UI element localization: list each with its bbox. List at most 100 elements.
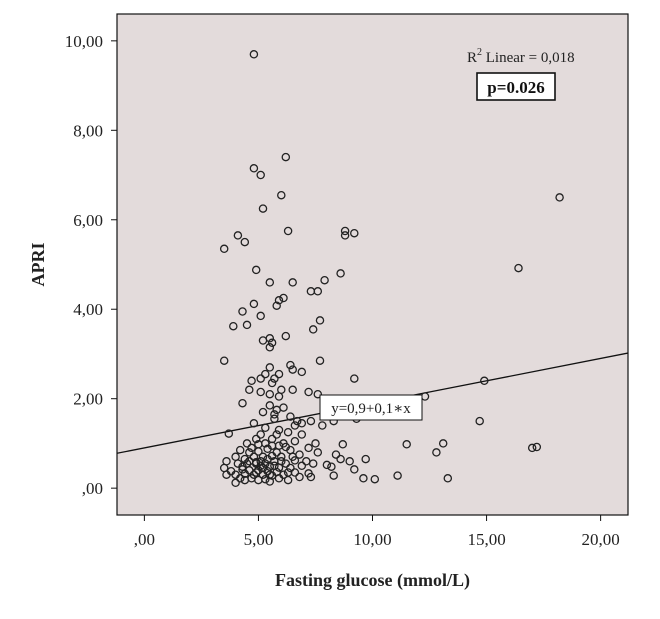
data-point	[263, 454, 272, 464]
data-point	[274, 425, 284, 435]
data-point	[270, 374, 279, 383]
data-point	[258, 463, 268, 473]
data-point	[233, 231, 243, 240]
data-point	[272, 405, 281, 415]
data-point	[361, 454, 370, 464]
data-point	[238, 398, 247, 408]
data-point	[274, 296, 284, 305]
data-point	[265, 389, 275, 399]
data-point	[274, 369, 284, 379]
data-point	[254, 447, 263, 456]
data-point	[438, 439, 448, 448]
y-tick-label: 10,00	[65, 32, 103, 51]
data-point	[256, 461, 265, 471]
data-point	[258, 407, 268, 417]
x-tick-label: 5,00	[244, 530, 274, 549]
data-point	[304, 387, 313, 397]
data-point	[480, 376, 489, 386]
data-point	[288, 452, 297, 462]
data-point	[475, 416, 484, 426]
data-point	[350, 228, 359, 238]
y-axis-title: APRI	[28, 243, 48, 287]
x-tick-label: 20,00	[582, 530, 620, 549]
data-point	[345, 457, 354, 466]
data-point	[256, 170, 265, 180]
data-point	[290, 421, 300, 430]
x-tick-label: ,00	[134, 530, 155, 549]
data-point	[245, 385, 254, 395]
data-point	[229, 321, 238, 331]
data-point	[267, 378, 277, 388]
data-point	[336, 269, 345, 278]
data-point	[288, 278, 297, 287]
y-tick-label: 4,00	[73, 300, 103, 319]
data-point	[270, 414, 279, 424]
data-point	[432, 448, 441, 457]
data-point	[350, 374, 359, 383]
r2-annotation: R2 Linear = 0,018	[467, 47, 575, 66]
data-point	[272, 301, 281, 310]
data-point	[283, 226, 293, 236]
y-tick-label: 8,00	[73, 121, 103, 140]
data-point	[327, 462, 336, 471]
y-tick-label: ,00	[82, 479, 103, 498]
data-point	[286, 463, 295, 473]
data-point	[256, 387, 265, 397]
data-point	[288, 365, 297, 374]
x-axis-title: Fasting glucose (mmol/L)	[275, 570, 470, 591]
data-point	[242, 320, 252, 330]
data-point	[308, 459, 318, 468]
data-point	[265, 363, 275, 372]
data-point	[277, 452, 286, 462]
data-point	[288, 385, 297, 395]
y-tick-label: 6,00	[73, 211, 103, 230]
data-point	[283, 427, 293, 437]
data-point	[265, 401, 275, 410]
data-point	[256, 311, 265, 321]
data-point	[240, 454, 250, 464]
data-point	[281, 152, 291, 162]
data-point	[283, 468, 293, 477]
data-point	[270, 410, 279, 419]
data-point	[235, 445, 245, 455]
data-point	[235, 474, 245, 483]
p-value-box	[476, 72, 556, 101]
data-point	[286, 360, 295, 370]
data-point	[251, 434, 261, 444]
data-point	[281, 331, 291, 341]
p-value-label: p=0.026	[487, 78, 544, 97]
data-point	[261, 369, 270, 379]
data-point	[304, 443, 313, 453]
data-point	[306, 416, 316, 426]
data-point	[267, 338, 277, 348]
data-point	[279, 293, 288, 303]
data-point	[295, 472, 304, 482]
data-point	[313, 448, 323, 457]
fit-line-label: y=0,9+0,1∗x	[331, 401, 411, 417]
data-point	[315, 316, 325, 325]
data-point	[274, 392, 284, 401]
data-point	[277, 190, 286, 200]
data-point	[256, 374, 265, 383]
data-point	[249, 419, 259, 428]
data-point	[251, 468, 261, 477]
data-point	[219, 356, 229, 365]
data-point	[231, 478, 240, 488]
data-points	[219, 50, 564, 488]
data-point	[219, 244, 229, 254]
data-point	[222, 470, 231, 479]
plot-layer: ,00 5,00 10,00 15,00 20,00 ,00 2,00 4,00 6,00 8,0…	[28, 13, 629, 591]
data-point	[318, 421, 327, 430]
r2-value: Linear = 0,018	[482, 50, 575, 66]
data-point	[292, 416, 302, 426]
data-point	[350, 465, 359, 474]
data-point	[256, 430, 265, 439]
r2-label: R	[467, 50, 477, 66]
data-point	[265, 470, 275, 479]
data-point	[297, 430, 307, 439]
data-point	[297, 367, 307, 377]
data-point	[251, 265, 261, 275]
data-point	[265, 343, 275, 352]
data-point	[249, 164, 259, 173]
data-point	[527, 443, 537, 453]
